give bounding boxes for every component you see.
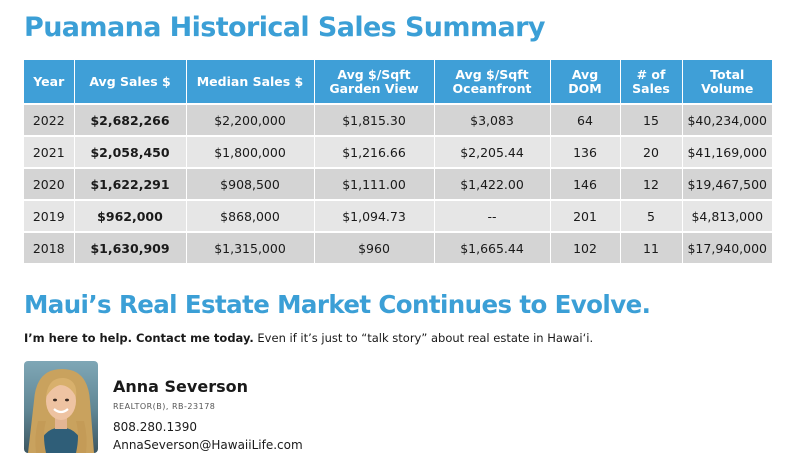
table-header-row: Year Avg Sales $ Median Sales $ Avg $/Sqft … xyxy=(24,60,772,104)
table-cell: 201 xyxy=(550,199,621,232)
table-cell: 2022 xyxy=(24,103,75,136)
table-cell: $1,315,000 xyxy=(186,231,315,263)
table-cell: 2020 xyxy=(24,167,75,200)
column-header: Year xyxy=(24,60,75,104)
table-row: 2022 $2,682,266 $2,200,000 $1,815.30 $3,083 6… xyxy=(24,103,772,136)
contact-message-rest: Even if it’s just to “talk story” about … xyxy=(253,331,594,345)
table-cell: $40,234,000 xyxy=(682,103,772,136)
table-cell: $41,169,000 xyxy=(682,135,772,168)
agent-name: Anna Severson xyxy=(113,377,248,396)
table-cell: $1,665.44 xyxy=(434,231,551,263)
agent-email: AnnaSeverson@HawaiiLife.com xyxy=(113,438,303,452)
table-row: 2021 $2,058,450 $1,800,000 $1,216.66 $2,205.… xyxy=(24,135,772,168)
table-cell: $868,000 xyxy=(186,199,315,232)
table-cell: 64 xyxy=(550,103,621,136)
table-cell: $1,630,909 xyxy=(74,231,187,263)
table-cell: 5 xyxy=(620,199,683,232)
table-cell: $1,815.30 xyxy=(314,103,435,136)
contact-message-strong: I’m here to help. Contact me today. xyxy=(24,331,254,345)
table-cell: $960 xyxy=(314,231,435,263)
table-cell: 12 xyxy=(620,167,683,200)
column-header: Avg DOM xyxy=(550,60,621,104)
table-cell: $17,940,000 xyxy=(682,231,772,263)
sales-summary-table: Year Avg Sales $ Median Sales $ Avg $/Sqft … xyxy=(24,60,772,263)
table-cell: 11 xyxy=(620,231,683,263)
table-cell: 20 xyxy=(620,135,683,168)
table-cell: $2,200,000 xyxy=(186,103,315,136)
column-header: Avg $/Sqft Garden View xyxy=(314,60,435,104)
table-row: 2019 $962,000 $868,000 $1,094.73 -- 201 5 $4,81… xyxy=(24,199,772,232)
table-cell: $1,800,000 xyxy=(186,135,315,168)
table-row: 2020 $1,622,291 $908,500 $1,111.00 $1,422.00… xyxy=(24,167,772,200)
agent-phone: 808.280.1390 xyxy=(113,420,197,434)
table-cell: 2019 xyxy=(24,199,75,232)
table-cell: 146 xyxy=(550,167,621,200)
table-cell: $2,205.44 xyxy=(434,135,551,168)
table-row: 2018 $1,630,909 $1,315,000 $960 $1,665.44 102… xyxy=(24,231,772,263)
table-cell: 136 xyxy=(550,135,621,168)
table-body: 2022 $2,682,266 $2,200,000 $1,815.30 $3,083 6… xyxy=(24,103,772,263)
agent-portrait-icon xyxy=(24,361,98,453)
agent-license: REALTOR(B), RB-23178 xyxy=(113,402,216,411)
table-cell: $3,083 xyxy=(434,103,551,136)
table-cell: $962,000 xyxy=(74,199,187,232)
column-header: Avg Sales $ xyxy=(74,60,187,104)
table-cell: $1,111.00 xyxy=(314,167,435,200)
page-title: Puamana Historical Sales Summary xyxy=(24,12,545,43)
column-header: Total Volume xyxy=(682,60,772,104)
table-cell: 102 xyxy=(550,231,621,263)
table-cell: $4,813,000 xyxy=(682,199,772,232)
table-cell: -- xyxy=(434,199,551,232)
column-header: Median Sales $ xyxy=(186,60,315,104)
agent-avatar xyxy=(24,361,98,453)
column-header: # of Sales xyxy=(620,60,683,104)
contact-message: I’m here to help. Contact me today. Even… xyxy=(24,331,593,345)
table-cell: $2,682,266 xyxy=(74,103,187,136)
table-cell: 2018 xyxy=(24,231,75,263)
table-cell: $1,422.00 xyxy=(434,167,551,200)
table-cell: $19,467,500 xyxy=(682,167,772,200)
table-cell: 2021 xyxy=(24,135,75,168)
section-heading: Maui’s Real Estate Market Continues to E… xyxy=(24,290,651,319)
table-cell: 15 xyxy=(620,103,683,136)
table-cell: $908,500 xyxy=(186,167,315,200)
table-cell: $1,216.66 xyxy=(314,135,435,168)
table-cell: $1,622,291 xyxy=(74,167,187,200)
table-cell: $2,058,450 xyxy=(74,135,187,168)
column-header: Avg $/Sqft Oceanfront xyxy=(434,60,551,104)
table-cell: $1,094.73 xyxy=(314,199,435,232)
